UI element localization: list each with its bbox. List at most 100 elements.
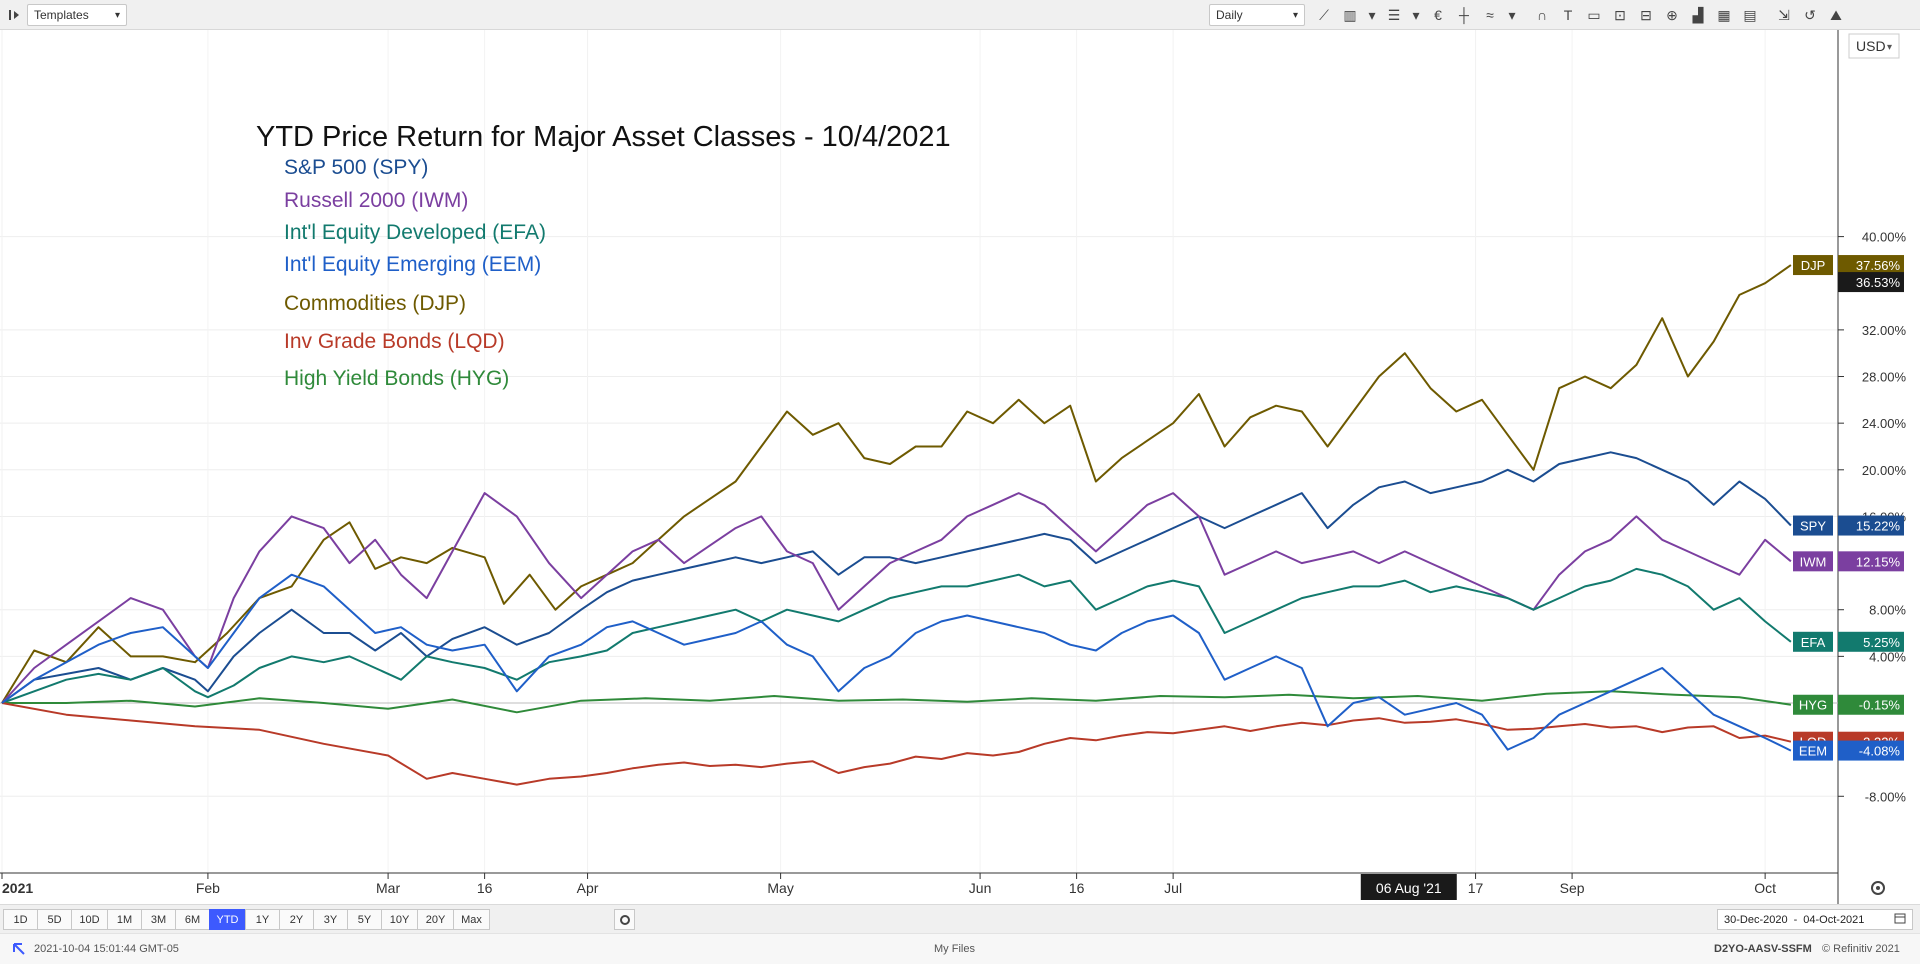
- status-copyright: © Refinitiv 2021: [1822, 943, 1900, 955]
- magnet-icon[interactable]: ∩: [1536, 7, 1548, 23]
- range-button-max[interactable]: Max: [453, 909, 490, 930]
- currency-selector[interactable]: USD ▾: [1848, 33, 1900, 59]
- series-line-spy[interactable]: [1, 451, 1792, 704]
- templates-label: Templates: [34, 8, 89, 22]
- range-button-1d[interactable]: 1D: [3, 909, 38, 930]
- date-to: 04-Oct-2021: [1803, 913, 1865, 926]
- cursor-date-label: 06 Aug '21: [1376, 880, 1442, 896]
- value-tag-label: 36.53%: [1856, 275, 1901, 290]
- range-button-3m[interactable]: 3M: [141, 909, 176, 930]
- legend-item: Int'l Equity Developed (EFA): [284, 221, 546, 244]
- value-tag-name: EFA: [1801, 635, 1826, 650]
- date-separator: -: [1793, 913, 1798, 926]
- templates-dropdown[interactable]: Templates ▾: [27, 4, 127, 26]
- measure-icon[interactable]: ⊟: [1640, 6, 1652, 23]
- value-tag-label: 37.56%: [1856, 258, 1901, 273]
- sidebar-toggle-icon[interactable]: [4, 4, 26, 26]
- logo-icon[interactable]: ⛰: [1830, 6, 1842, 23]
- value-tag-bg: [1838, 631, 1904, 652]
- layers-icon[interactable]: ☰: [1387, 6, 1401, 23]
- x-tick-label: Apr: [577, 880, 599, 896]
- status-center[interactable]: My Files: [934, 943, 975, 955]
- range-settings-icon[interactable]: [614, 909, 635, 930]
- range-button-20y[interactable]: 20Y: [417, 909, 454, 930]
- range-button-10d[interactable]: 10D: [71, 909, 108, 930]
- value-tag-label: 12.15%: [1856, 554, 1901, 569]
- interval-dropdown[interactable]: Daily ▾: [1209, 4, 1305, 26]
- series-line-djp[interactable]: [1, 264, 1792, 704]
- series-line-efa[interactable]: [1, 567, 1792, 704]
- top-toolbar: Templates ▾ Daily ▾ ⟋ ▥ ▾ ☰ ▾ € ┼ ≈ ▾ ∩ T ▭ ⊡ ⊟ ⊕ ▟ ▦ ▤ ⇲ ↺…: [0, 0, 1920, 30]
- x-tick-label: 2021: [2, 880, 33, 896]
- series-line-hyg[interactable]: [2, 690, 1792, 714]
- value-tag-label: 5.25%: [1863, 635, 1900, 650]
- x-tick-label: 17: [1468, 880, 1484, 896]
- chevron-down-icon[interactable]: ▾: [1368, 6, 1376, 23]
- value-tag-name: DJP: [1801, 258, 1826, 273]
- range-button-6m[interactable]: 6M: [175, 909, 210, 930]
- chevron-down-icon[interactable]: ▾: [1412, 6, 1420, 23]
- currency-label: USD: [1856, 38, 1886, 54]
- legend-item: High Yield Bonds (HYG): [284, 367, 509, 390]
- date-from: 30-Dec-2020: [1724, 913, 1788, 926]
- series-line-iwm[interactable]: [1, 492, 1792, 704]
- legend-item: S&P 500 (SPY): [284, 156, 428, 179]
- value-tag-bg: [1838, 515, 1904, 536]
- range-button-1m[interactable]: 1M: [107, 909, 142, 930]
- status-code: D2YO-AASV-SSFM: [1714, 943, 1812, 955]
- y-tick-label: 32.00%: [1862, 323, 1907, 338]
- settings-icon[interactable]: [1871, 881, 1885, 895]
- y-tick-label: 40.00%: [1862, 230, 1907, 245]
- export-icon[interactable]: ⇲: [1778, 6, 1790, 23]
- chevron-down-icon: ▾: [1887, 42, 1892, 53]
- value-tag-bg: [1838, 255, 1904, 276]
- date-range-picker[interactable]: 30-Dec-2020 - 04-Oct-2021: [1717, 909, 1913, 930]
- crosshair-icon[interactable]: ┼: [1459, 7, 1469, 23]
- value-tag-name-bg: [1793, 515, 1833, 536]
- x-tick-label: Jul: [1164, 880, 1182, 896]
- currency-icon[interactable]: €: [1434, 7, 1442, 23]
- panel-icon[interactable]: ▤: [1743, 6, 1757, 23]
- range-button-10y[interactable]: 10Y: [381, 909, 418, 930]
- shapes-icon[interactable]: ▭: [1587, 6, 1601, 23]
- value-tag-label: -4.08%: [1859, 744, 1901, 759]
- chart-area[interactable]: 40.00%32.00%28.00%24.00%20.00%16.00%8.00…: [0, 30, 1920, 904]
- range-button-5y[interactable]: 5Y: [347, 909, 382, 930]
- bar-chart-icon[interactable]: ▥: [1343, 6, 1357, 23]
- range-bar: 1D 5D 10D 1M 3M 6M YTD 1Y 2Y 3Y 5Y 10Y 20Y Max 30-Dec…: [0, 904, 1920, 933]
- range-button-3y[interactable]: 3Y: [313, 909, 348, 930]
- value-tag-label: 15.22%: [1856, 519, 1901, 534]
- series-group: [1, 264, 1792, 786]
- refresh-icon[interactable]: ↺: [1804, 6, 1816, 23]
- indicator-icon[interactable]: ▟: [1692, 6, 1704, 23]
- corner-resize-icon[interactable]: [12, 942, 26, 959]
- value-tag-bg: [1838, 694, 1904, 715]
- zoom-in-icon[interactable]: ⊕: [1666, 6, 1678, 23]
- value-tag-bg: [1838, 551, 1904, 572]
- x-axis-ticks: 2021 Feb Mar 16 Apr May Jun 16 Jul 17 Sep Oct 06 Aug…: [1, 873, 1776, 900]
- line-chart-icon[interactable]: ⟋: [1319, 6, 1329, 23]
- x-tick-label: Jun: [969, 880, 992, 896]
- legend-item: Inv Grade Bonds (LQD): [284, 330, 505, 353]
- ruler-icon[interactable]: ⊡: [1614, 6, 1626, 23]
- chevron-down-icon[interactable]: ▾: [1508, 6, 1516, 23]
- wave-icon[interactable]: ≈: [1486, 7, 1494, 23]
- value-tag-bg: [1838, 740, 1904, 761]
- value-tag-name-bg: [1793, 551, 1833, 572]
- calendar-icon[interactable]: [1894, 912, 1906, 927]
- value-tag-name: EEM: [1799, 744, 1827, 759]
- range-button-ytd[interactable]: YTD: [209, 909, 246, 930]
- range-button-1y[interactable]: 1Y: [245, 909, 280, 930]
- y-tick-label: 20.00%: [1862, 463, 1907, 478]
- series-line-lqd[interactable]: [1, 702, 1792, 786]
- cursor-date-box: [1360, 874, 1457, 900]
- range-button-2y[interactable]: 2Y: [279, 909, 314, 930]
- y-tick-label: 8.00%: [1869, 603, 1906, 618]
- value-tag-name: SPY: [1800, 519, 1826, 534]
- series-line-eem[interactable]: [1, 573, 1792, 752]
- y-axis-ticks: 40.00%32.00%28.00%24.00%20.00%16.00%8.00…: [1838, 230, 1907, 804]
- value-tag-name-bg: [1793, 255, 1833, 276]
- table-icon[interactable]: ▦: [1717, 6, 1731, 23]
- range-button-5d[interactable]: 5D: [37, 909, 72, 930]
- text-icon[interactable]: T: [1563, 7, 1573, 23]
